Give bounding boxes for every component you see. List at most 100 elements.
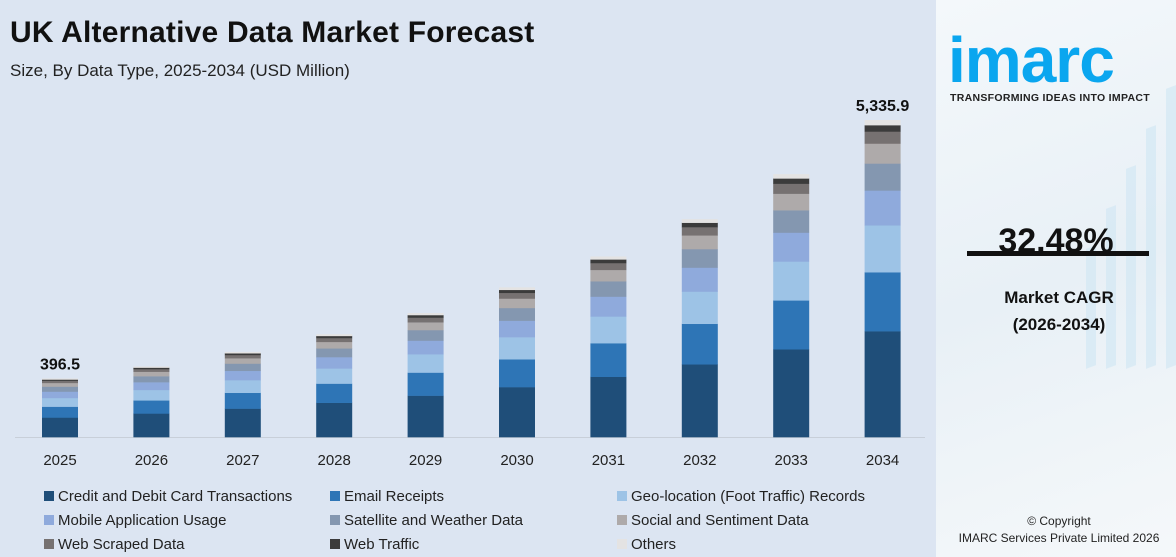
- bar-segment-2031-8: [590, 256, 627, 260]
- bar-2028: [316, 334, 353, 438]
- x-tick-label: 2034: [866, 452, 899, 469]
- bar-2027: [224, 351, 261, 438]
- bar-segment-2026-8: [133, 366, 170, 368]
- chart-subtitle: Size, By Data Type, 2025-2034 (USD Milli…: [10, 61, 350, 80]
- bar-segment-2034-6: [864, 131, 901, 144]
- bar-segment-2028-3: [316, 357, 353, 369]
- logo-tagline: TRANSFORMING IDEAS INTO IMPACT: [950, 92, 1150, 104]
- copyright: © Copyright IMARC Services Private Limit…: [936, 513, 1176, 547]
- bar-segment-2032-8: [681, 219, 718, 223]
- legend-swatch: [330, 491, 340, 501]
- legend-item: Web Scraped Data: [44, 534, 330, 554]
- legend-swatch: [330, 539, 340, 549]
- bar-segment-2029-7: [407, 314, 444, 318]
- bar-segment-2028-7: [316, 335, 353, 339]
- bar-segment-2030-0: [499, 387, 535, 438]
- bar-segment-2025-5: [42, 382, 78, 387]
- legend-label: Credit and Debit Card Transactions: [58, 487, 293, 505]
- legend-label: Web Traffic: [344, 535, 420, 553]
- bar-segment-2034-0: [864, 331, 901, 438]
- bar-segment-2025-1: [42, 406, 78, 418]
- legend-item: Credit and Debit Card Transactions: [44, 486, 330, 506]
- bar-segment-2030-6: [499, 292, 535, 299]
- bar-segment-2028-2: [316, 368, 353, 384]
- bar-segment-2034-8: [864, 119, 901, 126]
- bar-2029: [407, 312, 444, 438]
- bar-segment-2030-8: [499, 287, 535, 291]
- x-tick-label: 2029: [409, 452, 442, 469]
- bar-segment-2027-1: [224, 392, 261, 409]
- legend-item: Email Receipts: [330, 486, 617, 506]
- bar-2032: [681, 219, 718, 438]
- stacked-bar-chart: 2025 396.5 2026 2027 2028 2029 2030 2031 2032 203…: [15, 98, 925, 469]
- bar-segment-2030-1: [499, 359, 535, 388]
- bar-segment-2033-8: [773, 174, 810, 179]
- bar-segment-2030-2: [499, 337, 535, 360]
- bar-segment-2031-4: [590, 281, 627, 297]
- bar-segment-2034-1: [864, 272, 901, 332]
- bar-segment-2033-4: [773, 210, 810, 233]
- divider: [967, 251, 1149, 256]
- bar-segment-2027-5: [224, 358, 261, 364]
- bar-2034: [864, 119, 901, 438]
- bar-segment-2034-3: [864, 190, 901, 226]
- chart-title: UK Alternative Data Market Forecast: [10, 16, 535, 49]
- sidebar-panel: imarc TRANSFORMING IDEAS INTO IMPACT 32.…: [936, 0, 1176, 557]
- bar-segment-2030-5: [499, 298, 535, 309]
- bar-segment-2026-1: [133, 400, 170, 414]
- legend-item: Web Traffic: [330, 534, 617, 554]
- bar-2026: [133, 366, 170, 438]
- bar-segment-2031-5: [590, 269, 627, 282]
- bar-segment-2028-5: [316, 341, 353, 349]
- legend-item: Mobile Application Usage: [44, 510, 330, 530]
- imarc-logo: imarc: [948, 24, 1115, 96]
- legend: Credit and Debit Card Transactions Email …: [44, 486, 924, 554]
- bar-segment-2027-2: [224, 380, 261, 394]
- bar-segment-2026-2: [133, 389, 170, 401]
- bar-segment-2032-0: [681, 364, 718, 438]
- bar-segment-2027-8: [224, 351, 261, 354]
- bar-segment-2031-1: [590, 343, 627, 377]
- bar-2025: [42, 378, 78, 438]
- cagr-label: Market CAGR: [1004, 288, 1114, 307]
- bar-segment-2031-7: [590, 259, 627, 264]
- legend-swatch: [617, 491, 627, 501]
- bar-segment-2028-0: [316, 402, 353, 438]
- bar-segment-2032-1: [681, 323, 718, 365]
- bar-segment-2031-2: [590, 316, 627, 344]
- legend-swatch: [44, 491, 54, 501]
- bar-segment-2030-7: [499, 289, 535, 294]
- bar-2031: [590, 256, 627, 438]
- x-tick-label: 2031: [592, 452, 625, 469]
- bar-segment-2026-6: [133, 368, 170, 372]
- x-tick-label: 2032: [683, 452, 716, 469]
- legend-swatch: [330, 515, 340, 525]
- bar-segment-2028-8: [316, 334, 353, 337]
- bar-segment-2034-7: [864, 125, 901, 132]
- bar-segment-2032-3: [681, 267, 718, 292]
- legend-item: Geo-location (Foot Traffic) Records: [617, 486, 917, 506]
- legend-label: Web Scraped Data: [58, 535, 185, 553]
- copyright-company: IMARC Services Private Limited 2026: [958, 531, 1160, 545]
- copyright-symbol: © Copyright: [1027, 514, 1091, 528]
- bar-segment-2029-8: [407, 312, 444, 316]
- bar-segment-2032-2: [681, 291, 718, 325]
- bar-segment-2027-6: [224, 354, 261, 359]
- legend-swatch: [44, 539, 54, 549]
- bar-segment-2026-5: [133, 371, 170, 377]
- bar-segment-2027-0: [224, 408, 261, 438]
- x-tick-label: 2030: [500, 452, 533, 469]
- bar-segment-2033-5: [773, 193, 810, 211]
- bar-segment-2028-6: [316, 337, 353, 343]
- bar-segment-2032-4: [681, 249, 718, 268]
- bar-segment-2025-4: [42, 386, 78, 392]
- bar-segment-2031-6: [590, 262, 627, 271]
- legend-swatch: [617, 539, 627, 549]
- bar-segment-2029-6: [407, 317, 444, 323]
- legend-label: Social and Sentiment Data: [631, 511, 809, 529]
- bar-segment-2030-3: [499, 320, 535, 338]
- bar-segment-2033-7: [773, 178, 810, 184]
- bar-segment-2029-2: [407, 354, 444, 373]
- bar-segment-2029-3: [407, 340, 444, 355]
- bar-segment-2034-4: [864, 163, 901, 191]
